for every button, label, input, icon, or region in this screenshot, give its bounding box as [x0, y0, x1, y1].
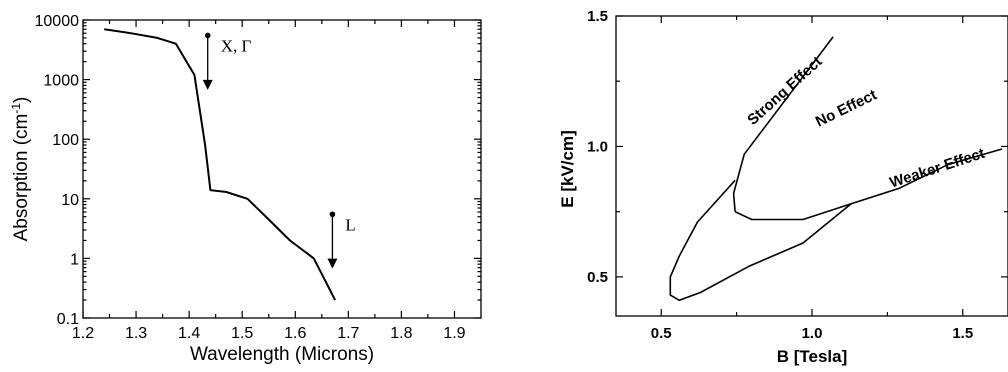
left-y-ticks: 0.1 1 10 100 1000 10000 [35, 13, 481, 328]
left-x-ticks: 1.2 1.3 1.4 1.5 1.6 1.7 1.8 1.9 [72, 20, 466, 342]
absorption-chart: 1.2 1.3 1.4 1.5 1.6 1.7 1.8 1.9 0.1 1 10 100 1000 10… [9, 13, 482, 365]
left-x-tick-label: 1.2 [72, 325, 94, 342]
left-y-title-base: Absorption (cm [11, 114, 32, 242]
right-y-axis-title: E [kV/cm] [558, 130, 577, 207]
right-x-ticks: 0.5 1.0 1.5 [651, 16, 973, 342]
left-y-tick-label: 0.1 [57, 311, 79, 328]
left-y-title-sup: -1 [9, 103, 23, 114]
annotation-arrowhead [202, 79, 213, 90]
boundary-curve [732, 36, 834, 212]
annotation-arrowhead [327, 258, 338, 269]
boundary-curve [669, 179, 852, 302]
left-annotations: X, Γ L [202, 32, 356, 269]
left-y-tick-label: 100 [52, 132, 79, 149]
right-x-tick-label: 0.5 [651, 325, 672, 342]
annotation-label: X, Γ [221, 36, 252, 55]
right-series [669, 36, 1003, 302]
left-y-tick-label: 1000 [43, 73, 79, 90]
right-x-axis-title: B [Tesla] [777, 347, 848, 366]
right-x-tick-label: 1.5 [952, 325, 973, 342]
left-x-tick-label: 1.4 [178, 325, 200, 342]
left-series [104, 28, 336, 301]
right-y-tick-label: 0.5 [587, 269, 608, 286]
left-x-tick-label: 1.5 [231, 325, 253, 342]
right-y-tick-label: 1.5 [587, 8, 608, 25]
left-x-tick-label: 1.8 [390, 325, 412, 342]
region-label: Weaker Effect [888, 145, 987, 192]
annotation-label: L [345, 215, 355, 234]
left-y-tick-label: 1 [70, 251, 79, 268]
left-x-tick-label: 1.9 [443, 325, 465, 342]
left-x-tick-label: 1.7 [337, 325, 359, 342]
absorption-curve [104, 28, 336, 301]
left-y-tick-label: 10000 [35, 13, 80, 30]
left-y-axis-title: Absorption (cm-1) [9, 97, 32, 242]
left-plot-frame [82, 19, 482, 319]
right-y-ticks: 0.5 1.0 1.5 [587, 8, 1008, 286]
right-y-tick-label: 1.0 [587, 138, 608, 155]
left-x-tick-label: 1.6 [284, 325, 306, 342]
left-y-title-end: ) [11, 97, 32, 103]
left-y-tick-label: 10 [61, 192, 79, 209]
right-x-tick-label: 1.0 [802, 325, 823, 342]
region-label: No Effect [813, 86, 880, 130]
left-x-tick-label: 1.3 [125, 325, 147, 342]
left-x-axis-title: Wavelength (Microns) [190, 344, 374, 365]
